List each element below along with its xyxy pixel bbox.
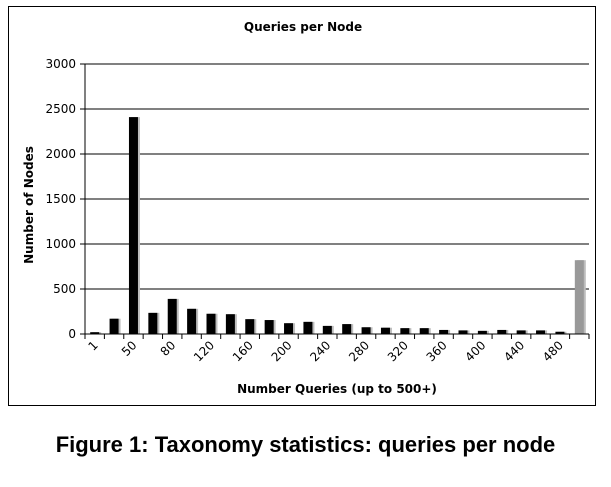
bar xyxy=(342,324,352,334)
bar xyxy=(303,321,313,334)
bar xyxy=(148,312,158,334)
bar xyxy=(187,308,197,334)
bar xyxy=(477,330,487,334)
bar xyxy=(555,331,565,334)
x-tick-label: 360 xyxy=(424,338,450,364)
x-tick-label: 440 xyxy=(501,338,527,364)
gridlines xyxy=(85,63,589,290)
x-tick-label: 160 xyxy=(230,338,256,364)
bar xyxy=(322,325,332,334)
y-tick-label: 500 xyxy=(53,282,76,296)
x-axis-label: Number Queries (up to 500+) xyxy=(237,382,437,396)
x-tick-labels: 1 50 80 120 160 200 240 280 320 360 400 440 480 xyxy=(86,338,567,364)
y-tick-labels: 0 500 1000 1500 2000 2500 3000 xyxy=(45,57,76,341)
bar xyxy=(90,332,100,334)
chart-title: Queries per Node xyxy=(244,20,362,34)
chart-frame: Queries per Node Number of Nodes Number … xyxy=(8,6,596,406)
y-tick-label: 2500 xyxy=(45,102,76,116)
bar xyxy=(458,330,468,334)
x-tick-label: 240 xyxy=(307,338,333,364)
bar xyxy=(128,117,138,334)
bar-chart: Queries per Node Number of Nodes Number … xyxy=(22,20,590,396)
bar xyxy=(536,330,546,334)
bars xyxy=(90,117,586,334)
bar xyxy=(245,319,255,334)
y-axis-label: Number of Nodes xyxy=(22,146,36,264)
bar xyxy=(167,298,177,334)
bar xyxy=(284,323,294,334)
x-tick-label: 480 xyxy=(540,338,566,364)
x-tick-label: 320 xyxy=(385,338,411,364)
x-tick-label: 50 xyxy=(119,338,140,359)
bar xyxy=(109,318,119,334)
bar xyxy=(380,327,390,334)
bar xyxy=(361,327,371,334)
bar xyxy=(439,329,449,334)
bar xyxy=(225,314,235,334)
y-tick-label: 2000 xyxy=(45,147,76,161)
x-tick-label: 120 xyxy=(191,338,217,364)
x-tick-label: 280 xyxy=(346,338,372,364)
x-tick-label: 200 xyxy=(269,338,295,364)
x-tick-label: 400 xyxy=(462,338,488,364)
bar-500-plus xyxy=(574,260,584,334)
x-tick-label: 1 xyxy=(86,338,101,353)
figure-caption: Figure 1: Taxonomy statistics: queries p… xyxy=(55,432,556,457)
bar xyxy=(516,330,526,334)
axes xyxy=(80,63,590,339)
bar xyxy=(419,328,429,334)
bar xyxy=(206,313,216,334)
bar xyxy=(497,329,507,334)
y-tick-label: 0 xyxy=(68,327,76,341)
y-tick-label: 1000 xyxy=(45,237,76,251)
bar xyxy=(264,320,274,334)
y-tick-label: 1500 xyxy=(45,192,76,206)
bar xyxy=(400,328,410,334)
x-tick-label: 80 xyxy=(158,338,179,359)
y-tick-label: 3000 xyxy=(45,57,76,71)
